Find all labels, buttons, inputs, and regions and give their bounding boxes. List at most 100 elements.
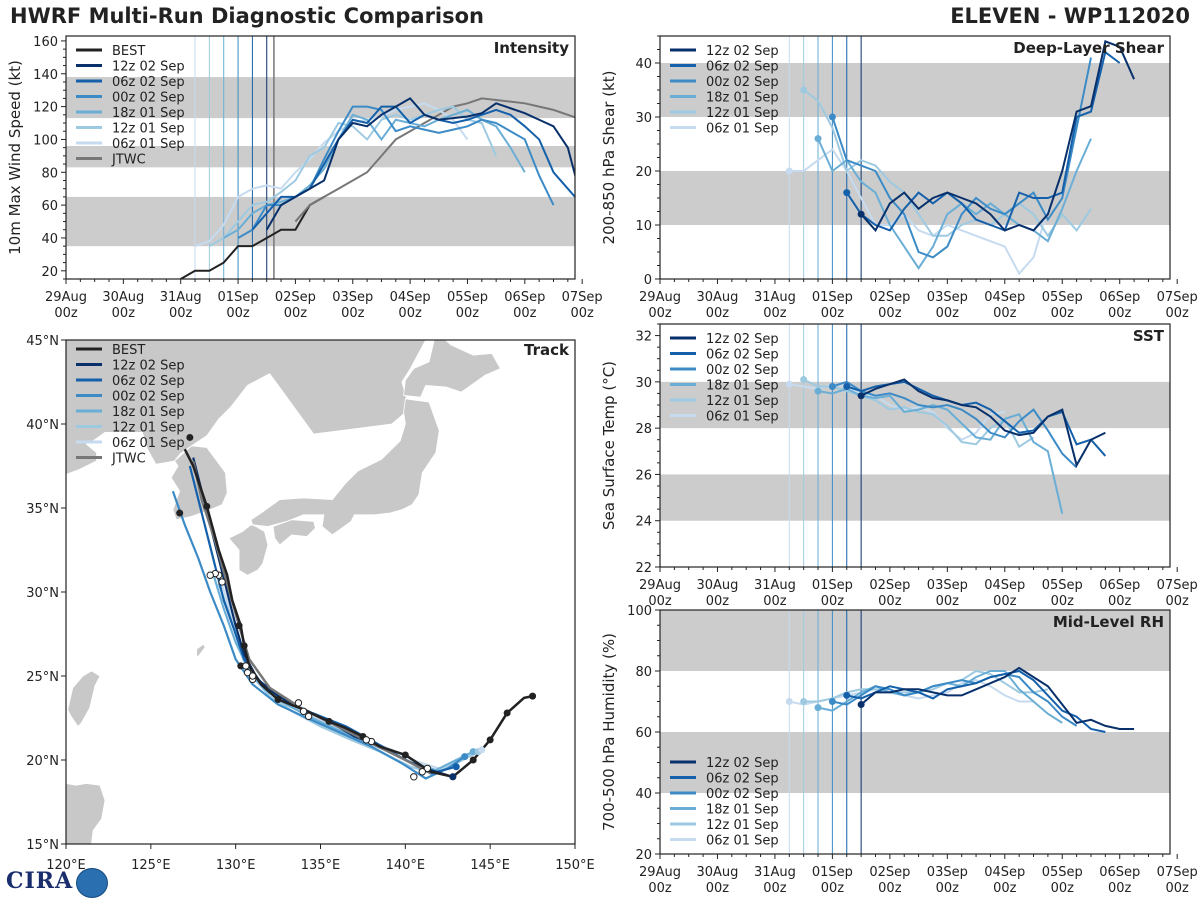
plot-area — [660, 36, 1170, 279]
run-start-dot — [785, 380, 793, 388]
shade-band — [660, 610, 1170, 671]
series-line — [831, 57, 1092, 259]
track-open-dot — [362, 736, 371, 744]
x-tick-hour: 00z — [878, 594, 902, 609]
run-start-dot — [800, 376, 808, 384]
x-tick-hour: 00z — [1165, 306, 1189, 321]
track-best-dot — [176, 509, 184, 517]
x-tick-day: 06Sep — [1099, 578, 1140, 593]
legend-label: 00z 02 Sep — [112, 390, 185, 405]
x-tick-day: 01Sep — [218, 290, 259, 305]
x-tick-day: 29Aug — [639, 865, 681, 880]
y-tick-label: 80 — [635, 665, 652, 680]
x-tick-hour: 00z — [1108, 594, 1132, 609]
series-line — [789, 147, 1049, 276]
x-tick-hour: 00z — [936, 594, 960, 609]
x-tick-hour: 00z — [54, 306, 78, 321]
legend-label: 06z 01 Sep — [706, 410, 779, 425]
track-best-dot — [486, 736, 494, 744]
legend-label: 06z 02 Sep — [112, 75, 185, 90]
x-tick-hour: 00z — [706, 594, 730, 609]
y-tick-label: 40 — [635, 57, 652, 72]
x-tick-day: 30Aug — [102, 290, 144, 305]
y-tick-label: 60 — [41, 199, 58, 214]
x-tick-hour: 00z — [706, 306, 730, 321]
legend-label: 06z 02 Sep — [706, 60, 779, 75]
logo-text: CIRA — [6, 868, 74, 894]
y-tick-label: 20 — [41, 265, 58, 280]
y-axis-label: 700-500 hPa Humidity (%) — [600, 633, 618, 831]
run-start-dot — [857, 210, 865, 218]
x-tick-day: 31Aug — [754, 865, 796, 880]
legend-label: BEST — [112, 44, 145, 59]
shade-band — [66, 146, 575, 168]
x-tick-day: 03Sep — [927, 578, 968, 593]
series-line — [817, 138, 1092, 271]
track-best-dot — [469, 756, 477, 764]
x-tick-day: 07Sep — [1157, 865, 1198, 880]
run-start-dot — [828, 382, 836, 390]
panel-track: 120°E 125°E 130°E 135°E 140°E 145°E 150°E 15°N 2… — [26, 334, 595, 873]
track-best-dot — [203, 502, 211, 510]
run-start-dot — [814, 135, 822, 143]
track-best-dot — [274, 696, 282, 704]
series-line — [832, 673, 1078, 727]
run-start-dot — [843, 382, 851, 390]
y-axis-label: 200-850 hPa Shear (kt) — [600, 71, 618, 245]
track-best-dot — [240, 642, 248, 650]
panel-title: Mid-Level RH — [1053, 613, 1164, 631]
legend-label: 12z 02 Sep — [706, 332, 779, 347]
legend-label: 12z 01 Sep — [112, 122, 185, 137]
legend-label: 18z 01 Sep — [112, 106, 185, 121]
legend-label: 06z 02 Sep — [706, 348, 779, 363]
track-start-dot — [478, 746, 486, 754]
legend-label: 18z 01 Sep — [706, 379, 779, 394]
x-tick-day: 06Sep — [504, 290, 545, 305]
y-tick-label: 80 — [41, 166, 58, 181]
series-line — [845, 50, 1121, 232]
legend-label: 00z 02 Sep — [706, 787, 779, 802]
panel-sst: 22242628303229Aug00z30Aug00z31Aug00z01Se… — [600, 323, 1198, 609]
x-tick-hour: 00z — [821, 881, 845, 896]
x-tick-day: 02Sep — [275, 290, 316, 305]
x-tick-day: 05Sep — [447, 290, 488, 305]
y-tick-label: 30 — [635, 111, 652, 126]
x-tick-day: 03Sep — [927, 865, 968, 880]
x-tick-day: 03Sep — [927, 290, 968, 305]
x-tick-hour: 00z — [648, 594, 672, 609]
y-tick-label: 32 — [635, 330, 652, 345]
x-tick-hour: 00z — [570, 306, 594, 321]
y-tick-label: 20 — [635, 848, 652, 863]
x-tick-day: 29Aug — [639, 290, 681, 305]
x-tick-hour: 00z — [226, 306, 250, 321]
track-best-dot — [503, 709, 511, 717]
x-tick-day: 30Aug — [696, 290, 738, 305]
legend-label: BEST — [112, 343, 145, 358]
x-tick-day: 29Aug — [639, 578, 681, 593]
track-open-dot — [418, 768, 426, 776]
x-tick-day: 05Sep — [1042, 865, 1083, 880]
x-tick-hour: 00z — [1051, 306, 1075, 321]
x-tick-hour: 00z — [821, 594, 845, 609]
track-open-dot — [299, 707, 308, 715]
lon-tick-label: 150°E — [555, 858, 595, 873]
y-tick-label: 24 — [635, 515, 652, 530]
y-axis-label: Sea Surface Temp (°C) — [600, 361, 618, 530]
series-line — [832, 380, 1078, 469]
axes-frame — [659, 323, 1171, 568]
y-tick-label: 26 — [635, 468, 652, 483]
logo-badge-icon — [76, 868, 108, 898]
axes-frame — [65, 35, 576, 280]
x-tick-day: 31Aug — [754, 578, 796, 593]
x-tick-hour: 00z — [993, 306, 1017, 321]
jtwc-line — [294, 97, 575, 223]
x-tick-day: 31Aug — [160, 290, 202, 305]
x-tick-day: 07Sep — [1157, 290, 1198, 305]
x-tick-day: 04Sep — [984, 578, 1025, 593]
track-start-dot — [461, 753, 469, 761]
lat-tick-label: 30°N — [26, 586, 59, 601]
x-tick-day: 29Aug — [45, 290, 87, 305]
x-tick-hour: 00z — [993, 594, 1017, 609]
y-axis-label: 10m Max Wind Speed (kt) — [6, 60, 24, 255]
x-tick-hour: 00z — [456, 306, 480, 321]
